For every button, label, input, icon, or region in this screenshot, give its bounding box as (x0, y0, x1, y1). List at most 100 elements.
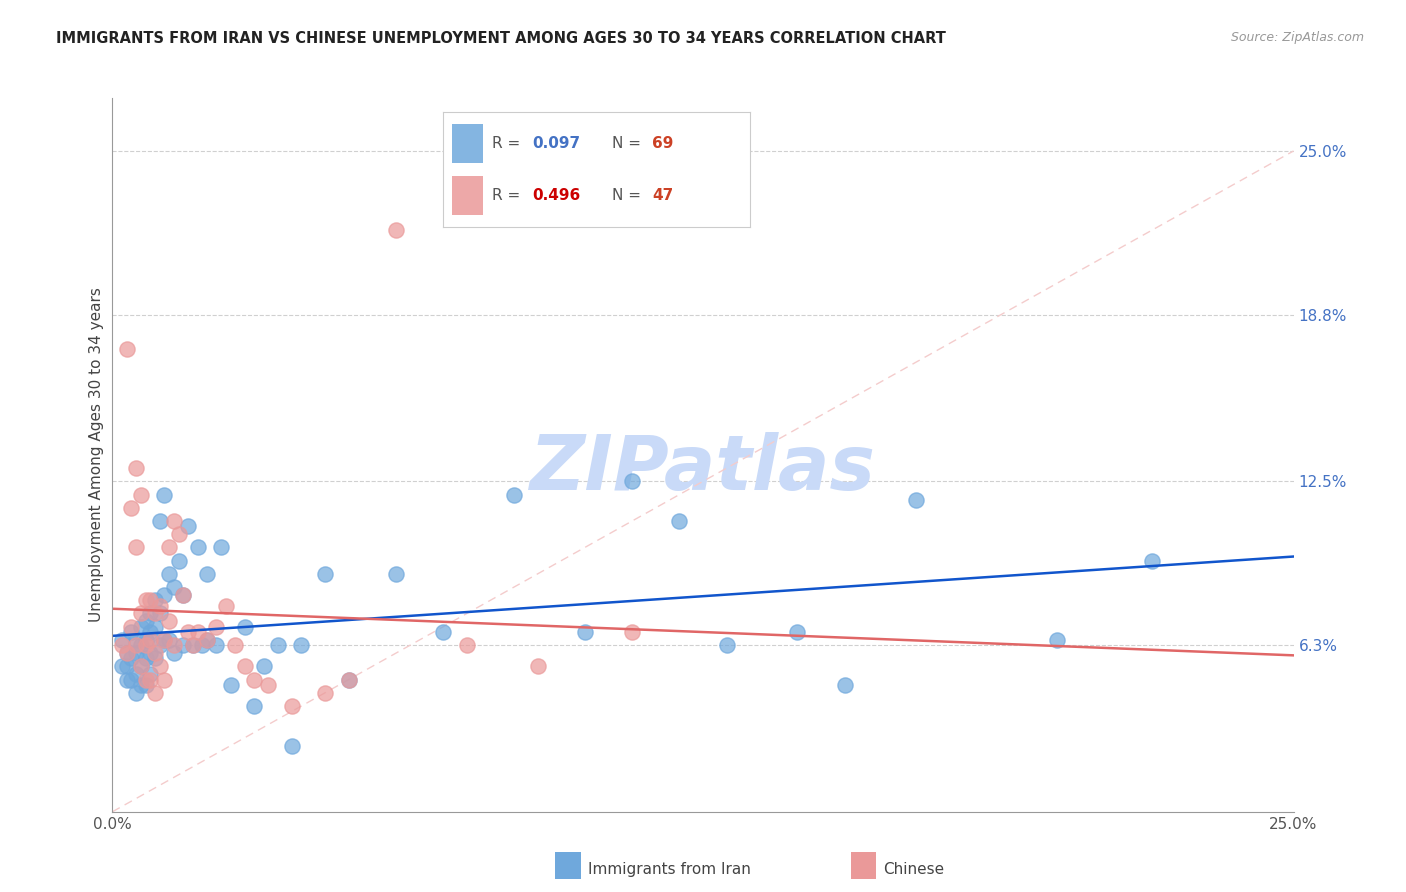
Point (195, 632, 218, 647)
Point (1046, 632, 1069, 647)
Point (290, 638, 312, 652)
Point (172, 588, 194, 602)
Point (115, 646, 138, 660)
Point (125, 646, 148, 660)
Point (125, 461, 148, 475)
Point (181, 638, 204, 652)
Point (149, 599, 172, 613)
Point (153, 673, 176, 687)
Point (834, 678, 856, 692)
Point (143, 646, 166, 660)
Point (129, 607, 152, 621)
Point (135, 673, 157, 687)
Point (139, 632, 162, 647)
Point (181, 638, 204, 652)
Point (163, 646, 186, 660)
Point (233, 620, 256, 634)
Point (125, 638, 148, 652)
Point (191, 638, 214, 652)
Point (125, 667, 148, 681)
Text: Immigrants from Iran: Immigrants from Iran (588, 863, 751, 877)
Point (432, 625, 454, 640)
Point (177, 519, 200, 533)
Point (177, 625, 200, 640)
Point (503, 487, 526, 501)
Y-axis label: Unemployment Among Ages 30 to 34 years: Unemployment Among Ages 30 to 34 years (89, 287, 104, 623)
Point (243, 698, 266, 713)
Point (115, 646, 138, 660)
Point (281, 739, 304, 753)
Point (163, 638, 186, 652)
Point (120, 651, 142, 665)
Point (621, 625, 644, 640)
Point (129, 638, 152, 652)
Point (716, 638, 738, 652)
Text: Chinese: Chinese (883, 863, 943, 877)
Point (224, 638, 246, 652)
Point (195, 566, 218, 581)
Point (267, 638, 290, 652)
Point (139, 593, 162, 607)
Point (337, 673, 360, 687)
Point (385, 566, 408, 581)
Point (172, 588, 194, 602)
Point (139, 673, 162, 687)
Point (115, 659, 138, 673)
Point (153, 487, 176, 501)
Point (111, 632, 134, 647)
Point (257, 678, 280, 692)
Point (115, 342, 138, 356)
Point (157, 632, 180, 647)
Point (526, 659, 548, 673)
Point (205, 620, 228, 634)
Point (314, 686, 336, 700)
Point (253, 659, 276, 673)
Point (172, 638, 194, 652)
Point (186, 625, 208, 640)
Point (120, 625, 142, 640)
Point (111, 638, 134, 652)
Point (621, 475, 644, 489)
Point (129, 487, 152, 501)
Point (574, 625, 596, 640)
Point (143, 686, 166, 700)
Point (115, 673, 138, 687)
Point (153, 632, 176, 647)
Point (243, 673, 266, 687)
Text: IMMIGRANTS FROM IRAN VS CHINESE UNEMPLOYMENT AMONG AGES 30 TO 34 YEARS CORRELATI: IMMIGRANTS FROM IRAN VS CHINESE UNEMPLOY… (56, 31, 946, 46)
Point (139, 625, 162, 640)
Point (314, 566, 336, 581)
Text: ZIPatlas: ZIPatlas (530, 433, 876, 506)
Point (153, 632, 176, 647)
Point (157, 566, 180, 581)
Point (111, 659, 134, 673)
Point (157, 615, 180, 629)
Point (135, 593, 157, 607)
Point (167, 527, 190, 541)
Point (157, 541, 180, 555)
Point (167, 554, 190, 568)
Point (233, 659, 256, 673)
Point (129, 659, 152, 673)
Point (129, 678, 152, 692)
Point (337, 673, 360, 687)
Point (1140, 554, 1163, 568)
Point (139, 646, 162, 660)
Point (668, 514, 690, 528)
Point (125, 541, 148, 555)
Point (149, 607, 172, 621)
Point (139, 667, 162, 681)
Point (135, 615, 157, 629)
Point (120, 620, 142, 634)
Point (149, 638, 172, 652)
Point (215, 599, 238, 613)
Point (209, 541, 232, 555)
Point (143, 607, 166, 621)
Point (195, 632, 218, 647)
Text: Source: ZipAtlas.com: Source: ZipAtlas.com (1230, 31, 1364, 45)
Point (385, 223, 408, 237)
Point (120, 673, 142, 687)
Point (143, 593, 166, 607)
Point (149, 659, 172, 673)
Point (135, 651, 157, 665)
